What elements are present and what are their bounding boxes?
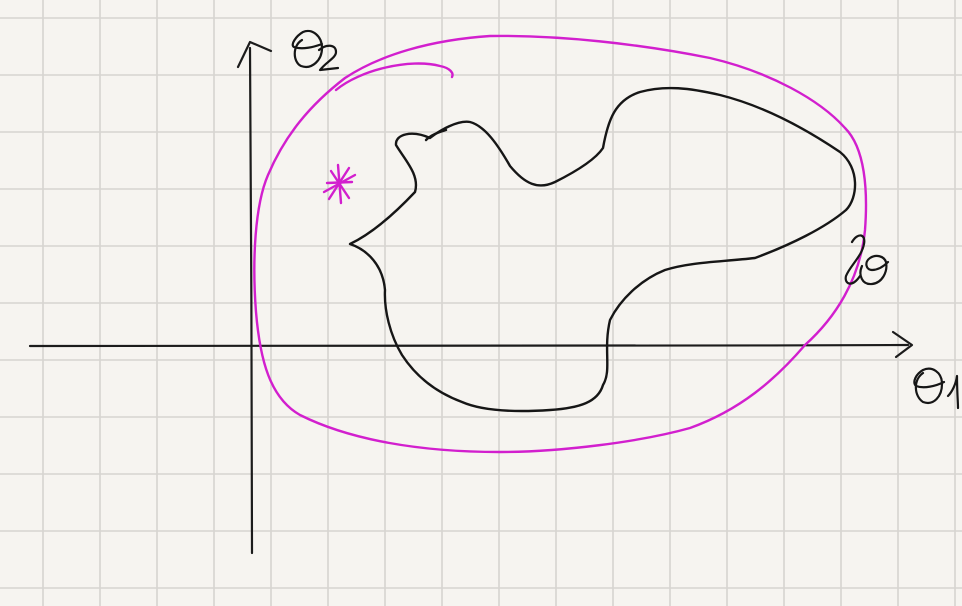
- theta1-label: θ1: [913, 367, 960, 410]
- magenta-overstroke: [334, 62, 454, 92]
- theta2-arrowhead: [236, 40, 273, 69]
- theta2-label-text: θ2: [300, 59, 302, 61]
- region-label: lθ: [844, 234, 890, 286]
- theta2-axis: [248, 46, 254, 555]
- theta1-label-text: θ1: [920, 389, 922, 391]
- theta1-axis: [28, 343, 910, 348]
- black-blob-region: [348, 86, 857, 413]
- magenta-enclosing-curve: [253, 34, 868, 454]
- region-label-text: lθ: [850, 269, 851, 271]
- theta2-label: θ2: [291, 29, 340, 72]
- axes: [28, 40, 914, 555]
- blob-hook-stroke: [424, 128, 448, 142]
- optimum-star-mark: [322, 163, 357, 205]
- theta1-arrowhead: [891, 330, 914, 359]
